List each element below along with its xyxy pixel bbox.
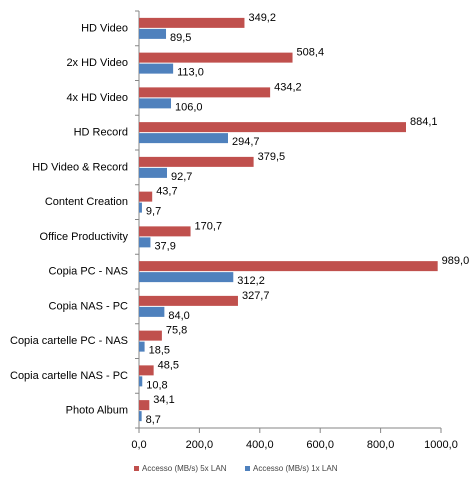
- bar: [139, 28, 167, 39]
- bar: [139, 330, 162, 341]
- data-label: 294,7: [232, 136, 260, 148]
- bar: [139, 98, 172, 109]
- y-tick-label: HD Record: [74, 127, 128, 139]
- x-tick-label: 1000,0: [424, 439, 458, 451]
- y-tick-label: Copia NAS - PC: [49, 300, 129, 312]
- x-tick-label: 600,0: [306, 439, 334, 451]
- x-tick-label: 400,0: [246, 439, 274, 451]
- legend-swatch: [245, 466, 250, 471]
- data-label: 312,2: [237, 275, 265, 287]
- data-label: 18,5: [149, 345, 170, 357]
- data-label: 43,7: [156, 186, 177, 198]
- bar: [139, 341, 145, 352]
- data-label: 9,7: [146, 206, 161, 218]
- bar: [139, 52, 293, 63]
- bar: [139, 400, 150, 411]
- bar: [139, 167, 167, 178]
- data-label: 989,0: [442, 255, 470, 267]
- x-tick-label: 200,0: [186, 439, 214, 451]
- legend-label: Accesso (MB/s) 5x LAN: [142, 464, 227, 473]
- data-label: 434,2: [274, 81, 302, 93]
- data-label: 75,8: [166, 325, 187, 337]
- y-tick-label: Photo Album: [66, 405, 128, 417]
- data-label: 379,5: [258, 151, 286, 163]
- data-label: 48,5: [158, 359, 179, 371]
- bar: [139, 237, 151, 248]
- bar: [139, 226, 191, 237]
- bar: [139, 156, 254, 167]
- data-label: 106,0: [175, 101, 203, 113]
- bar: [139, 272, 234, 283]
- data-label: 170,7: [195, 220, 223, 232]
- data-label: 8,7: [146, 414, 161, 426]
- bar: [139, 306, 165, 317]
- data-label: 89,5: [170, 32, 191, 44]
- data-label: 10,8: [146, 379, 167, 391]
- data-label: 34,1: [153, 394, 174, 406]
- data-label: 92,7: [171, 171, 192, 183]
- y-tick-label: HD Video & Record: [32, 161, 128, 173]
- y-tick-label: Copia cartelle PC - NAS: [10, 335, 128, 347]
- bar: [139, 122, 406, 133]
- data-label: 327,7: [242, 290, 270, 302]
- y-tick-label: Office Productivity: [40, 231, 129, 243]
- bar: [139, 63, 174, 74]
- bar: [139, 295, 238, 306]
- data-label: 84,0: [168, 310, 189, 322]
- bar: [139, 87, 271, 98]
- data-label: 884,1: [410, 116, 438, 128]
- bar: [139, 261, 438, 272]
- data-label: 349,2: [248, 12, 276, 24]
- bar: [139, 17, 245, 28]
- y-tick-label: Content Creation: [45, 196, 128, 208]
- legend-swatch: [134, 466, 139, 471]
- data-label: 508,4: [297, 47, 325, 59]
- bar: [139, 202, 142, 213]
- bar: [139, 133, 228, 144]
- bar: [139, 191, 153, 202]
- bar: [139, 365, 154, 376]
- y-tick-label: 4x HD Video: [66, 92, 128, 104]
- bar: [139, 411, 142, 422]
- x-tick-label: 800,0: [367, 439, 395, 451]
- y-tick-label: HD Video: [81, 22, 128, 34]
- legend-label: Accesso (MB/s) 1x LAN: [253, 464, 338, 473]
- y-tick-label: Copia cartelle NAS - PC: [10, 370, 128, 382]
- data-label: 37,9: [154, 240, 175, 252]
- y-tick-label: Copia PC - NAS: [49, 266, 128, 278]
- y-tick-label: 2x HD Video: [66, 57, 128, 69]
- bar: [139, 376, 143, 387]
- data-label: 113,0: [177, 67, 204, 79]
- x-tick-label: 0,0: [131, 439, 146, 451]
